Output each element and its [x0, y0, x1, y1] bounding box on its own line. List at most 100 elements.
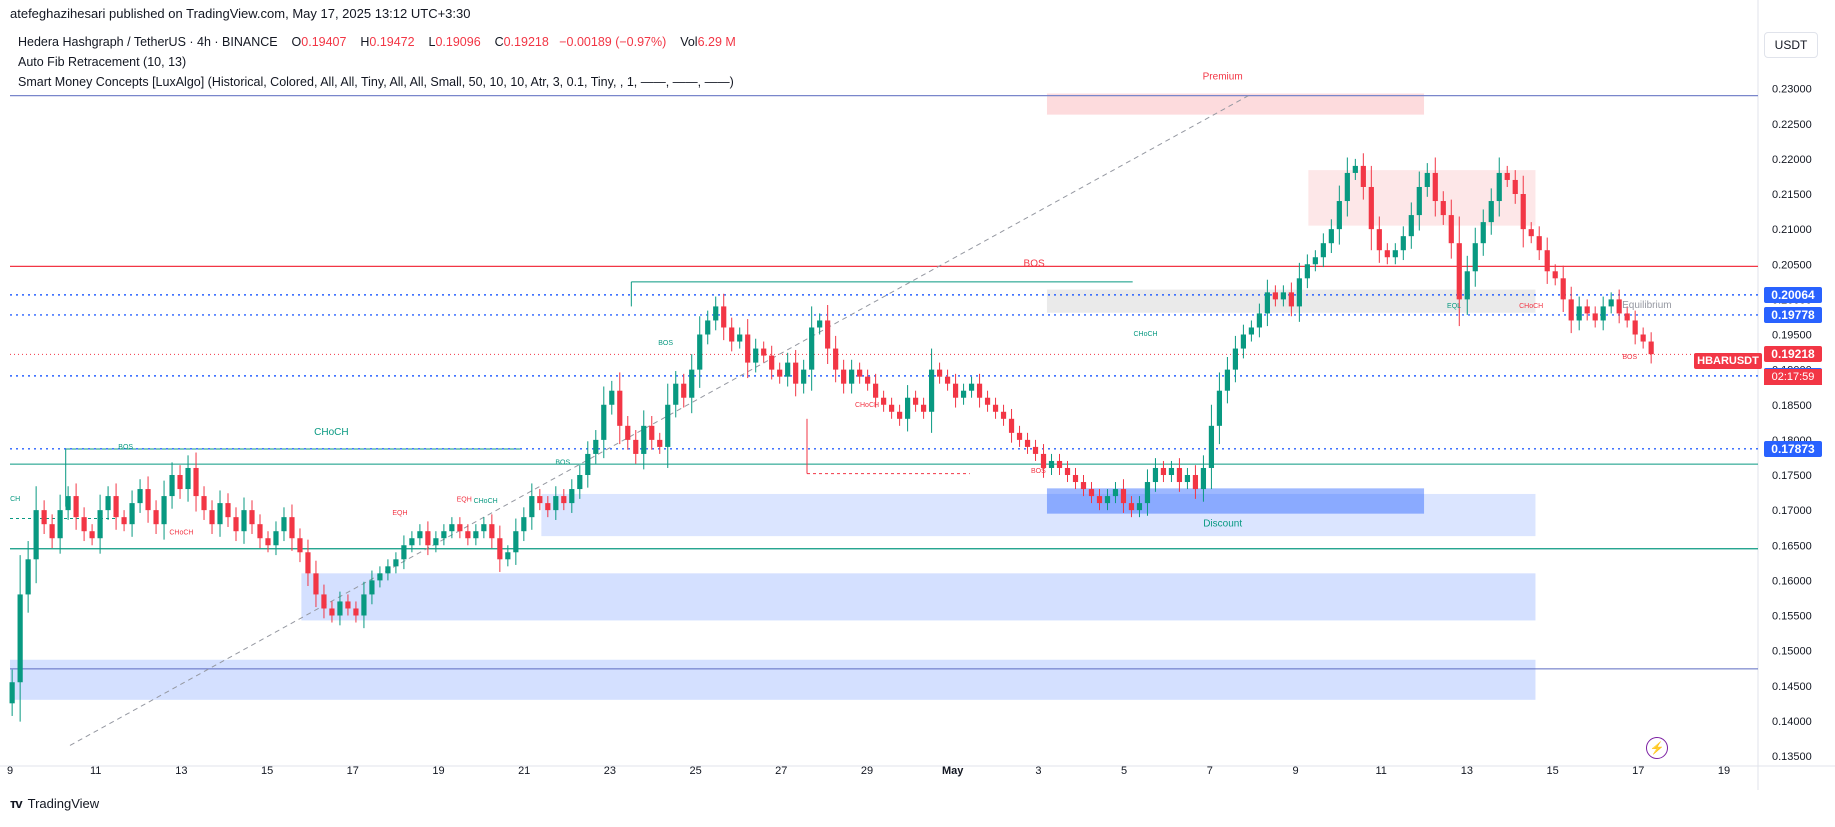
structure-label: BOS — [658, 340, 673, 347]
candle — [1544, 250, 1550, 272]
structure-label: CHoCH — [314, 427, 348, 438]
symbol-title[interactable]: Hedera Hashgraph / TetherUS · 4h · BINAN… — [18, 35, 278, 49]
close-label: C — [494, 35, 504, 49]
candle — [769, 355, 775, 370]
candle — [537, 496, 543, 504]
candle — [729, 327, 735, 342]
candle — [1272, 292, 1278, 300]
indicator-fib[interactable]: Auto Fib Retracement (10, 13) — [18, 55, 187, 69]
lightning-icon[interactable]: ⚡ — [1646, 737, 1668, 759]
candle — [1088, 489, 1095, 497]
candle — [1648, 341, 1654, 355]
candle — [161, 496, 167, 525]
candle — [569, 489, 575, 504]
candle — [649, 425, 655, 440]
candle — [737, 334, 743, 342]
candle — [1560, 278, 1566, 300]
candle — [1192, 475, 1199, 490]
currency-button[interactable]: USDT — [1764, 32, 1818, 58]
candle — [153, 510, 159, 525]
candle — [113, 496, 119, 518]
symbol-tag: HBARUSDT — [1694, 353, 1762, 369]
candle — [233, 517, 239, 532]
candle — [521, 517, 527, 532]
candle — [481, 524, 487, 532]
candle — [497, 538, 503, 560]
candle — [705, 320, 711, 335]
candle — [417, 531, 423, 539]
structure-label: BOS — [1031, 468, 1046, 475]
chart-legend: Hedera Hashgraph / TetherUS · 4h · BINAN… — [18, 32, 736, 92]
candle — [625, 425, 631, 440]
candle — [1392, 250, 1398, 258]
candle — [1264, 292, 1270, 314]
structure-label: CHoCH — [169, 530, 193, 537]
candle — [201, 496, 207, 511]
x-tick-label: 11 — [90, 765, 101, 777]
candle — [936, 369, 943, 377]
x-tick-label: 21 — [518, 765, 530, 777]
x-tick-label: 17 — [347, 765, 359, 777]
candle — [585, 453, 591, 476]
candle — [577, 475, 583, 490]
order-block-upper — [541, 493, 1536, 537]
structure-label: EQH — [457, 497, 472, 504]
candle — [209, 510, 215, 525]
candle — [1104, 496, 1111, 504]
x-tick-label: 19 — [432, 765, 444, 777]
equilibrium-label: Equilibrium — [1622, 300, 1671, 311]
candle — [689, 369, 695, 398]
y-tick-label: 0.14500 — [1772, 681, 1812, 693]
y-tick-label: 0.15000 — [1772, 646, 1812, 658]
candle — [241, 510, 247, 532]
price-tag: 0.20064 — [1764, 286, 1822, 303]
candle — [1024, 439, 1031, 447]
candle — [1504, 172, 1510, 180]
candle — [857, 369, 863, 377]
candle — [1184, 475, 1191, 483]
x-tick-label: 9 — [1292, 765, 1298, 777]
candle — [968, 383, 975, 391]
candle — [841, 369, 847, 384]
structure-label: CHoCH — [855, 402, 879, 409]
candle — [673, 383, 679, 405]
x-tick-label: 13 — [175, 765, 187, 777]
low-value: 0.19096 — [435, 35, 481, 49]
candle — [1440, 201, 1446, 216]
x-tick-label: 23 — [604, 765, 616, 777]
candle — [609, 390, 615, 405]
candle — [905, 397, 911, 419]
candle — [561, 496, 567, 504]
close-value: 0.19218 — [503, 35, 549, 49]
candle — [1304, 264, 1310, 279]
candle — [1232, 348, 1239, 370]
candle — [697, 334, 703, 370]
y-tick-label: 0.17000 — [1772, 505, 1812, 517]
open-label: O — [291, 35, 302, 49]
candle — [17, 594, 23, 683]
candle — [193, 467, 199, 497]
candle — [465, 531, 471, 539]
candle — [889, 404, 895, 412]
candle — [529, 496, 535, 518]
candle — [1432, 172, 1438, 202]
candle — [601, 404, 607, 440]
y-tick-label: 0.23000 — [1772, 84, 1812, 96]
indicator-smc[interactable]: Smart Money Concepts [LuxAlgo] (Historic… — [18, 75, 734, 89]
candle — [361, 594, 367, 616]
candle — [433, 538, 439, 546]
candle — [1416, 186, 1422, 216]
candle — [1616, 299, 1622, 314]
structure-label: CHoCH — [1133, 331, 1157, 338]
candle — [1336, 201, 1342, 230]
candle — [753, 348, 759, 363]
candle — [928, 369, 935, 412]
candle — [409, 538, 415, 546]
candle — [505, 552, 511, 560]
x-tick-label: 15 — [1546, 765, 1558, 777]
candle — [1480, 222, 1486, 244]
premium-label: Premium — [1203, 72, 1243, 83]
candle — [1568, 299, 1574, 321]
